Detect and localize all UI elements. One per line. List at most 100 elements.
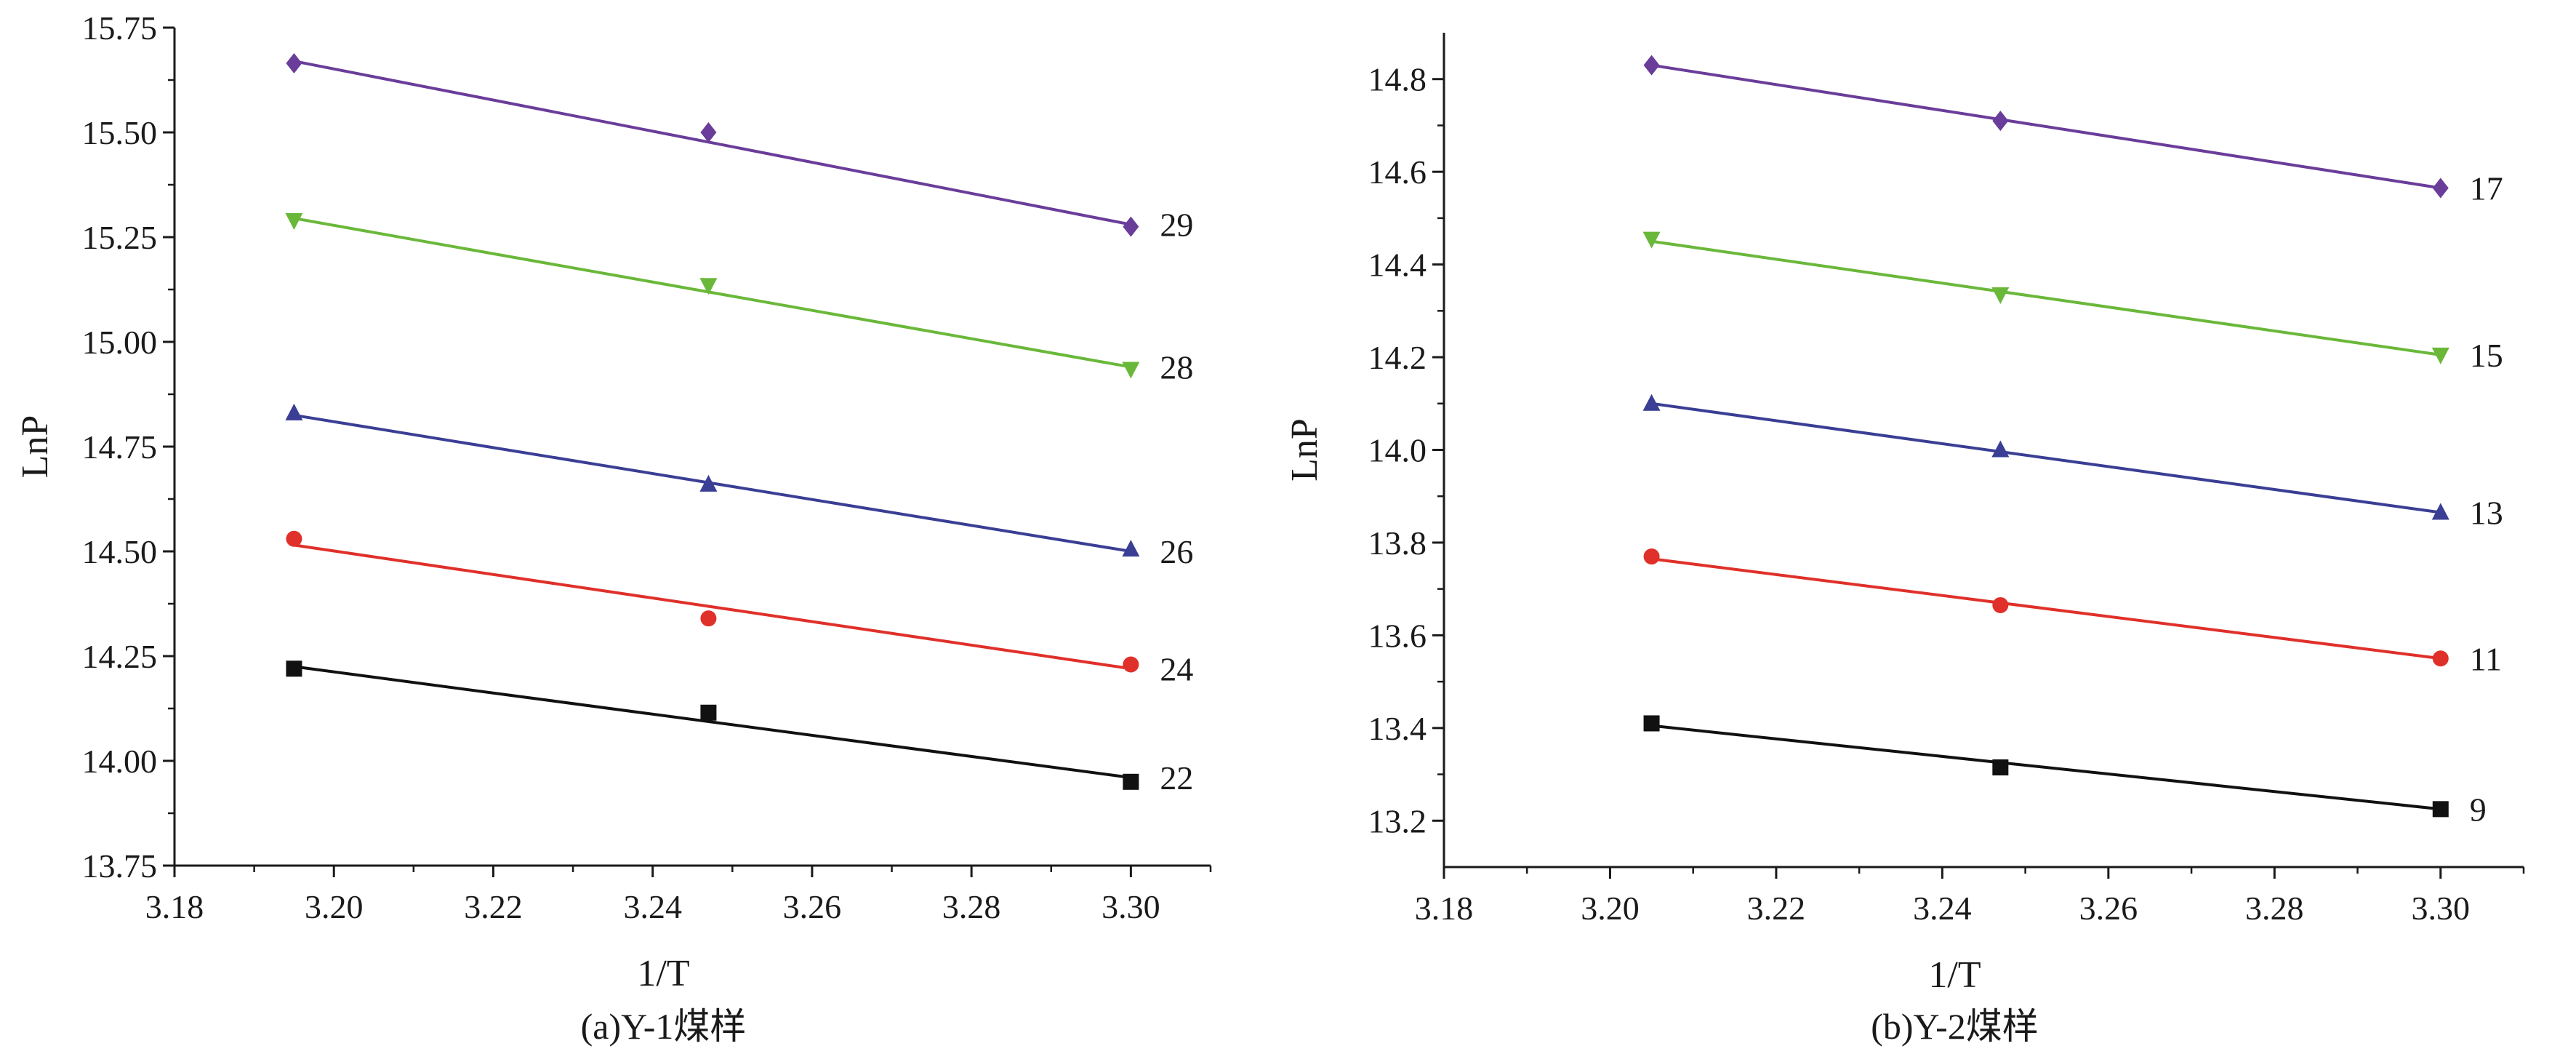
series-28 xyxy=(285,212,1140,379)
fit-line xyxy=(294,665,1131,780)
y-axis-title: LnP xyxy=(15,415,56,479)
data-point xyxy=(2432,801,2449,818)
data-point xyxy=(1123,773,1139,790)
y-tick-label: 14.25 xyxy=(82,638,158,675)
series-26 xyxy=(285,403,1140,557)
series-9 xyxy=(1643,715,2449,818)
data-point xyxy=(1642,231,1661,249)
data-point xyxy=(285,403,303,420)
data-point xyxy=(2432,177,2449,199)
y-tick-label: 13.6 xyxy=(1368,617,1427,654)
x-tick-label: 3.24 xyxy=(623,888,682,925)
chart-b-svg: 3.18 3.20 3.22 3.24 3.26 3.28 3.30 13.2 13.4 13.6… xyxy=(1288,33,2525,1047)
x-tick-label: 3.18 xyxy=(1415,890,1474,927)
y-tick-label: 13.75 xyxy=(82,847,158,885)
series-29 xyxy=(286,52,1139,237)
x-axis-title: 1/T xyxy=(637,953,689,994)
x-tick-label: 3.18 xyxy=(145,888,204,925)
data-point xyxy=(699,474,718,492)
x-tick-label: 3.24 xyxy=(1913,890,1972,927)
data-point xyxy=(699,278,718,295)
x-tick-label: 3.30 xyxy=(2412,890,2471,927)
series-15 xyxy=(1642,231,2449,364)
data-point xyxy=(1122,540,1140,557)
series-end-label: 24 xyxy=(1160,650,1193,687)
y-tick-label: 14.75 xyxy=(82,428,158,466)
series-end-label: 15 xyxy=(2470,337,2503,374)
y-axis-title: LnP xyxy=(1288,418,1325,482)
chart-a-svg: 3.18 3.20 3.22 3.24 3.26 3.28 3.30 13.75 14.00 14… xyxy=(15,9,1212,1047)
x-tick-label: 3.26 xyxy=(783,888,842,925)
series-end-label: 29 xyxy=(1160,207,1193,244)
fit-line xyxy=(294,217,1131,369)
data-point xyxy=(1992,111,2009,132)
data-point xyxy=(1991,440,2010,458)
data-point xyxy=(1643,55,1660,76)
y-tick-label: 13.2 xyxy=(1368,802,1427,839)
series-17 xyxy=(1643,55,2449,199)
y-tick-label: 14.2 xyxy=(1368,339,1427,376)
fit-line xyxy=(1651,239,2441,356)
y-tick-label: 14.00 xyxy=(82,743,158,780)
x-tick-label: 3.30 xyxy=(1102,888,1160,925)
fit-line xyxy=(294,543,1131,671)
series-end-label: 11 xyxy=(2470,640,2502,677)
data-point xyxy=(700,704,717,721)
data-point xyxy=(1123,656,1139,673)
data-point xyxy=(1992,759,2009,775)
x-tick-label: 3.28 xyxy=(2245,890,2304,927)
fit-line xyxy=(1651,557,2441,660)
data-point xyxy=(285,212,303,230)
x-tick-label: 3.26 xyxy=(2079,890,2138,927)
series-end-label: 26 xyxy=(1160,533,1193,570)
series-end-label: 13 xyxy=(2470,495,2503,532)
data-point xyxy=(286,660,302,677)
x-tick-label: 3.22 xyxy=(1747,890,1806,927)
series-end-label: 22 xyxy=(1160,759,1193,797)
data-point xyxy=(286,52,302,73)
chart-panel-b: 3.18 3.20 3.22 3.24 3.26 3.28 3.30 13.2 13.4 13.6… xyxy=(1288,0,2576,1054)
x-tick-label: 3.22 xyxy=(464,888,523,925)
data-point xyxy=(2431,503,2449,520)
x-tick-label: 3.20 xyxy=(1581,890,1640,927)
figure-caption: (a)Y-1煤样 xyxy=(581,1006,747,1047)
x-axis-title: 1/T xyxy=(1928,954,1981,996)
y-tick-label: 14.8 xyxy=(1368,61,1427,98)
series-24 xyxy=(286,530,1139,673)
series-22 xyxy=(286,660,1139,790)
data-point xyxy=(1992,596,2009,613)
y-tick-label: 14.0 xyxy=(1368,432,1427,469)
y-tick-label: 14.50 xyxy=(82,533,158,570)
data-point xyxy=(2432,650,2449,667)
data-point xyxy=(1643,715,1660,732)
data-point xyxy=(286,530,302,547)
fit-line xyxy=(1651,724,2441,811)
y-tick-label: 15.25 xyxy=(82,219,158,256)
fit-line xyxy=(1651,402,2441,514)
y-tick-label: 15.75 xyxy=(82,9,158,47)
y-tick-label: 13.8 xyxy=(1368,524,1427,562)
y-tick-label: 15.50 xyxy=(82,114,158,151)
fit-line xyxy=(1651,63,2441,190)
series-13 xyxy=(1642,394,2449,520)
y-tick-label: 15.00 xyxy=(82,324,158,361)
data-point xyxy=(1123,216,1139,237)
chart-panel-a: 3.18 3.20 3.22 3.24 3.26 3.28 3.30 13.75 14.00 14… xyxy=(15,9,1212,1047)
data-point xyxy=(1991,287,2010,305)
series-end-label: 9 xyxy=(2470,791,2487,828)
data-point xyxy=(700,610,717,627)
y-tick-label: 13.4 xyxy=(1368,710,1427,747)
data-point xyxy=(1642,394,1661,411)
data-point xyxy=(1643,548,1660,565)
y-tick-label: 14.6 xyxy=(1368,153,1427,191)
data-point xyxy=(1122,362,1140,379)
figure-caption: (b)Y-2煤样 xyxy=(1871,1006,2039,1047)
fit-line xyxy=(294,60,1131,226)
series-11 xyxy=(1643,548,2449,667)
data-point xyxy=(2431,347,2449,364)
data-point xyxy=(700,122,717,143)
x-tick-label: 3.20 xyxy=(305,888,364,925)
x-tick-label: 3.28 xyxy=(942,888,1001,925)
series-end-label: 28 xyxy=(1160,349,1193,386)
y-tick-label: 14.4 xyxy=(1368,247,1427,284)
